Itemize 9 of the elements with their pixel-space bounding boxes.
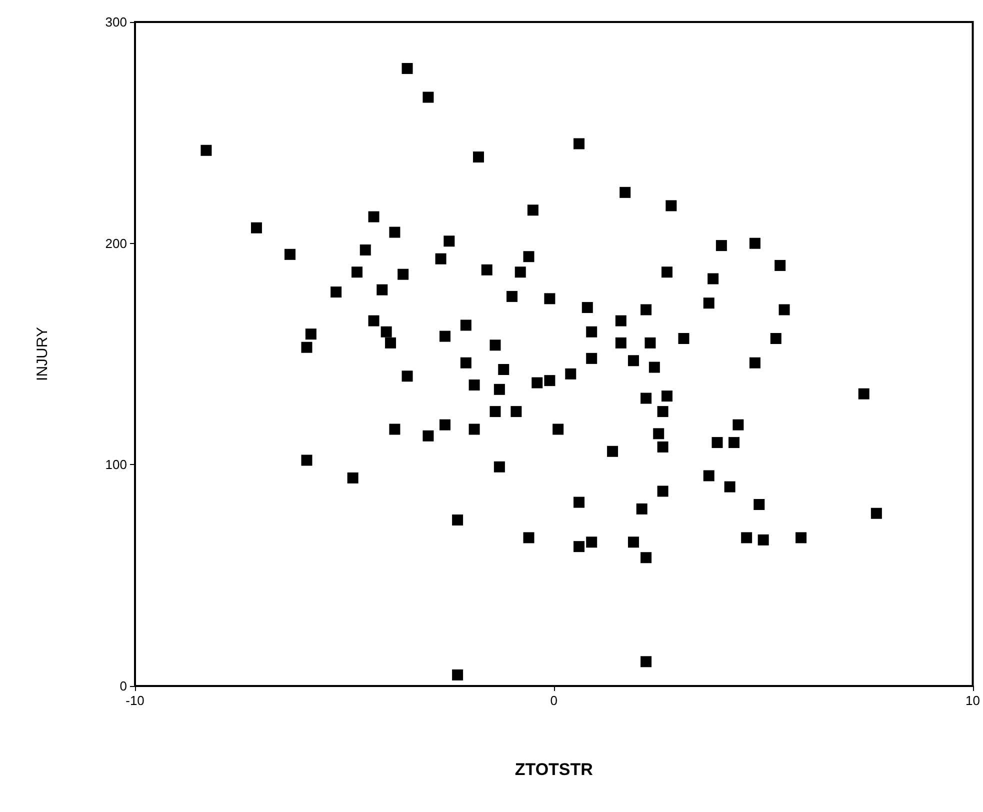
y-tick-label: 200 xyxy=(105,236,127,251)
x-tick-label: -10 xyxy=(126,693,144,708)
x-tick-label: 0 xyxy=(550,693,558,708)
y-tick-label: 300 xyxy=(105,14,127,30)
y-axis-title: INJURY xyxy=(34,327,51,381)
x-axis-title: ZTOTSTR xyxy=(514,760,593,779)
y-tick-label: 100 xyxy=(105,457,127,472)
y-tick-label: 0 xyxy=(120,678,127,694)
x-tick-label: 10 xyxy=(966,693,980,708)
